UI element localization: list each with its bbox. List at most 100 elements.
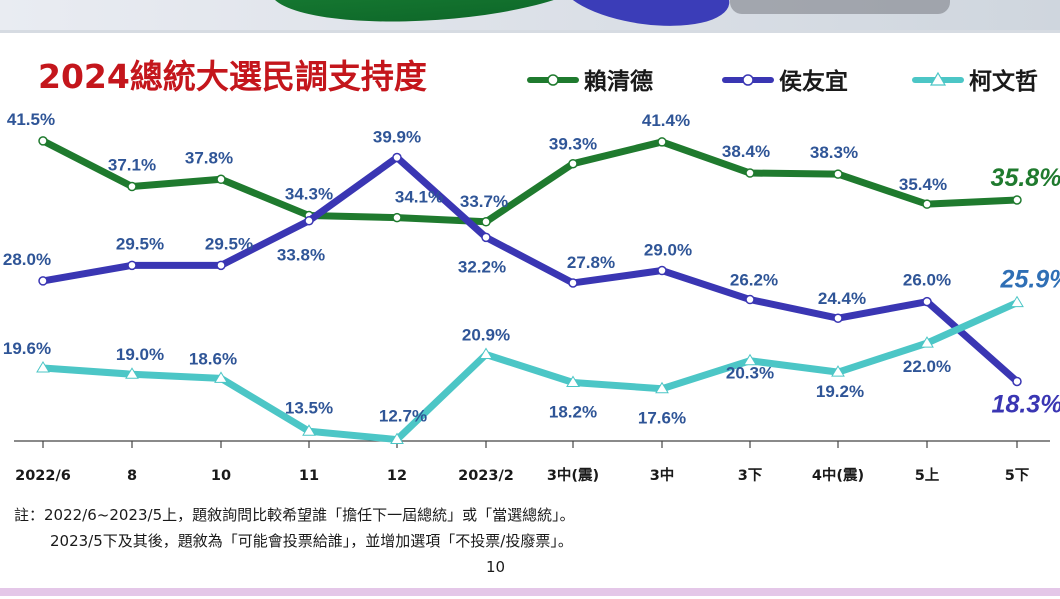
data-point: [568, 278, 578, 288]
data-point: [831, 365, 845, 377]
x-tick-label: 10: [211, 468, 231, 484]
data-label: 38.4%: [722, 142, 770, 161]
legend-marker: [742, 74, 754, 86]
series-group: [36, 136, 1024, 445]
data-point: [745, 168, 755, 178]
data-point: [390, 432, 404, 445]
x-tick-label: 2022/6: [15, 468, 71, 484]
data-label: 18.3%: [992, 390, 1060, 418]
data-label: 25.9%: [1000, 266, 1060, 294]
chart-panel: 2024總統大選民調支持度 賴清德 侯友宜 柯文哲 2022/6 8 10 11 12 202…: [0, 30, 1060, 596]
x-tick-label: 3下: [738, 467, 763, 484]
data-label: 26.0%: [903, 271, 951, 290]
x-tick-label: 12: [387, 468, 407, 484]
data-label: 22.0%: [903, 357, 951, 376]
data-point: [920, 336, 934, 348]
data-point: [568, 158, 578, 169]
data-point: [479, 347, 493, 360]
data-label: 33.7%: [460, 192, 508, 211]
data-label: 19.6%: [3, 339, 51, 358]
data-label: 34.3%: [285, 185, 333, 204]
data-point: [125, 367, 139, 379]
banner-gray-shape: [730, 0, 950, 14]
data-point: [481, 232, 491, 243]
data-point: [214, 371, 228, 383]
x-tick-label: 8: [127, 468, 137, 484]
data-label: 29.0%: [644, 241, 692, 260]
series-line: [39, 299, 1021, 444]
legend-marker: [929, 71, 947, 86]
data-label: 13.5%: [285, 398, 333, 417]
data-point: [216, 260, 226, 271]
data-point: [1010, 295, 1024, 308]
data-label: 12.7%: [379, 407, 427, 426]
chart-title: 2024總統大選民調支持度: [38, 57, 427, 96]
legend-label: 賴清德: [584, 68, 653, 95]
data-point: [38, 276, 48, 286]
data-label: 37.8%: [185, 148, 233, 167]
bottom-border: [0, 588, 1060, 596]
data-label: 26.2%: [730, 271, 778, 290]
data-label: 34.1%: [395, 188, 443, 207]
data-label: 18.6%: [189, 349, 237, 368]
x-tick-label: 11: [299, 468, 319, 484]
data-point: [743, 353, 757, 366]
line-chart: 2024總統大選民調支持度 賴清德 侯友宜 柯文哲 2022/6 8 10 11 12 202…: [3, 57, 1060, 576]
data-label: 39.3%: [549, 135, 597, 154]
data-labels-group: 41.5% 37.1% 37.8% 34.3% 34.1% 33.7% 39.3% 41.4%…: [3, 110, 1060, 428]
note-line-2: 2023/5下及其後，題敘為「可能會投票給誰」，並增加選項「不投票/投廢票」。: [50, 532, 573, 550]
banner-blue-shape: [556, 0, 734, 30]
legend-label: 柯文哲: [969, 68, 1038, 95]
data-label: 41.5%: [7, 110, 55, 129]
data-point: [38, 136, 48, 146]
data-point: [655, 381, 669, 394]
data-label: 39.9%: [373, 127, 421, 146]
x-tick-label: 4中(震): [812, 466, 864, 484]
data-label: 32.2%: [458, 257, 506, 276]
data-point: [1012, 195, 1022, 205]
data-label: 24.4%: [818, 289, 866, 308]
x-tick-label: 5下: [1005, 467, 1030, 484]
data-label: 19.2%: [816, 382, 864, 401]
data-point: [657, 137, 667, 147]
data-point: [481, 217, 491, 227]
x-axis-ticks: 2022/6 8 10 11 12 2023/2 3中(震) 3中 3下 4中(震) 5上 5下: [15, 441, 1029, 484]
x-tick-label: 5上: [915, 467, 940, 484]
data-label: 37.1%: [108, 156, 156, 175]
data-point: [304, 215, 314, 226]
data-label: 17.6%: [638, 409, 686, 428]
legend-label: 侯友宜: [779, 68, 848, 95]
data-label: 29.5%: [205, 234, 253, 253]
series-line: [39, 153, 1021, 385]
data-point: [392, 212, 402, 223]
x-tick-label: 2023/2: [458, 468, 514, 484]
page-number: 10: [486, 558, 505, 576]
data-point: [745, 294, 755, 305]
data-label: 29.5%: [116, 234, 164, 253]
data-point: [566, 375, 580, 388]
data-point: [127, 181, 137, 192]
data-label: 18.2%: [549, 403, 597, 422]
data-point: [392, 152, 402, 163]
data-label: 33.8%: [277, 246, 325, 265]
data-point: [1012, 376, 1022, 387]
data-point: [216, 174, 226, 185]
chart-legend: 賴清德 侯友宜 柯文哲: [527, 68, 1038, 95]
series-line: [39, 137, 1021, 226]
data-label: 28.0%: [3, 250, 51, 269]
top-banner-fragment: [0, 0, 1060, 30]
data-point: [833, 313, 843, 323]
data-point: [127, 260, 137, 271]
data-point: [657, 265, 667, 276]
data-label: 20.3%: [726, 364, 774, 383]
data-point: [36, 361, 50, 373]
data-point: [922, 296, 932, 307]
x-tick-label: 3中(震): [547, 466, 599, 484]
data-point: [833, 169, 843, 179]
legend-marker: [547, 74, 559, 86]
data-label: 20.9%: [462, 326, 510, 345]
note-line-1: 註：2022/6~2023/5上，題敘詢問比較希望誰「擔任下一屆總統」或「當選總…: [14, 506, 575, 524]
banner-green-shape: [267, 0, 603, 30]
data-label: 41.4%: [642, 111, 690, 130]
data-label: 35.8%: [991, 164, 1060, 192]
